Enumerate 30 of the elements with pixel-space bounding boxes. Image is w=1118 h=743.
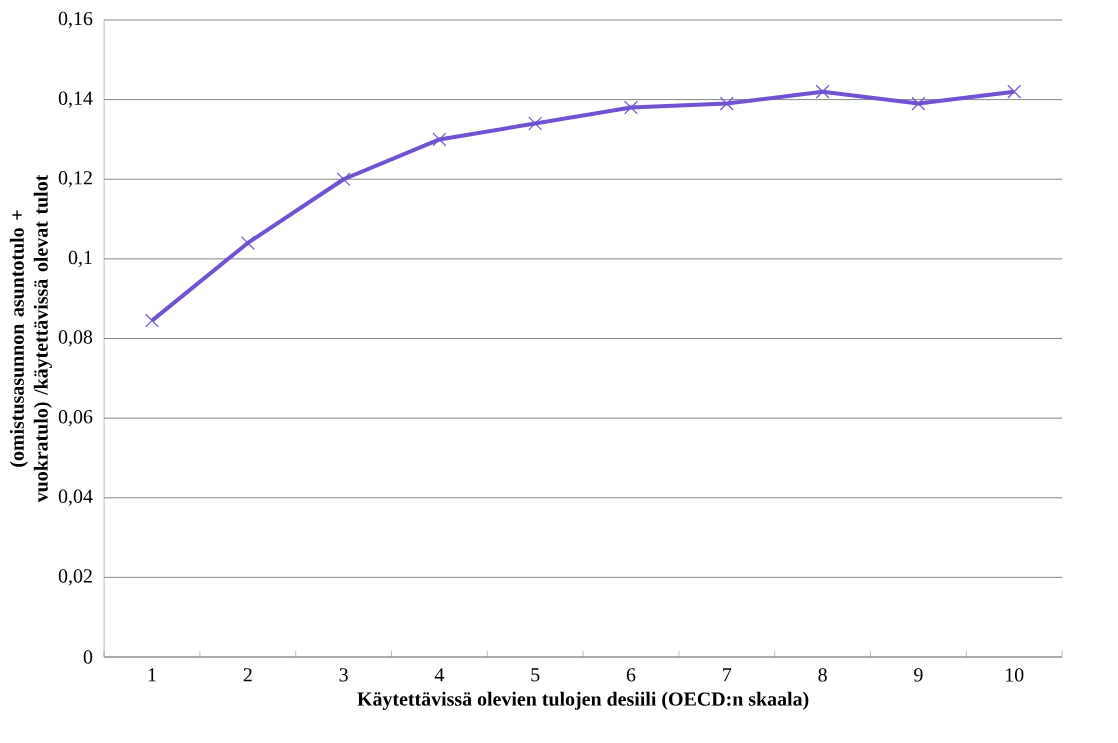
x-tick-label: 2 [243,668,252,682]
point [815,84,830,99]
x-tick-label: 1 [148,668,156,682]
y-tick-label: 0,1 [68,250,92,268]
point [432,132,447,147]
y-tick-label: 0,12 [58,171,92,188]
y-tick-label: 0,14 [58,91,93,108]
y-tick-label: 0,08 [58,330,93,347]
y-tick-label: 0,02 [58,569,92,586]
y-tick-label: 0,16 [58,11,93,29]
x-tick-label: 5 [531,668,540,682]
x-tick-label: 6 [626,668,636,682]
point [719,96,734,111]
y-tick-label: 0,06 [58,409,93,427]
x-tick-label: 9 [914,668,923,682]
x-tick-label: 3 [339,668,348,682]
point [528,116,543,131]
y-tick-label: 0,04 [58,489,93,506]
point [336,172,351,187]
point [145,313,159,328]
point [911,96,926,111]
point [1007,84,1022,99]
point [624,100,638,115]
x-tick-label: 7 [723,668,732,682]
x-tick-label: 8 [818,668,827,682]
x-axis-title: Käytettävissä olevien tulojen desiili (OECD:n skaala) [357,691,809,710]
x-tick-label: 4 [434,668,445,682]
y-axis-title: (omistusasunnon asuntotulo + vuokratulo) /käytettävissä olevat tulot [9,174,52,503]
x-tick-label: 10 [1006,668,1024,682]
y-tick-label: 0 [83,650,93,664]
